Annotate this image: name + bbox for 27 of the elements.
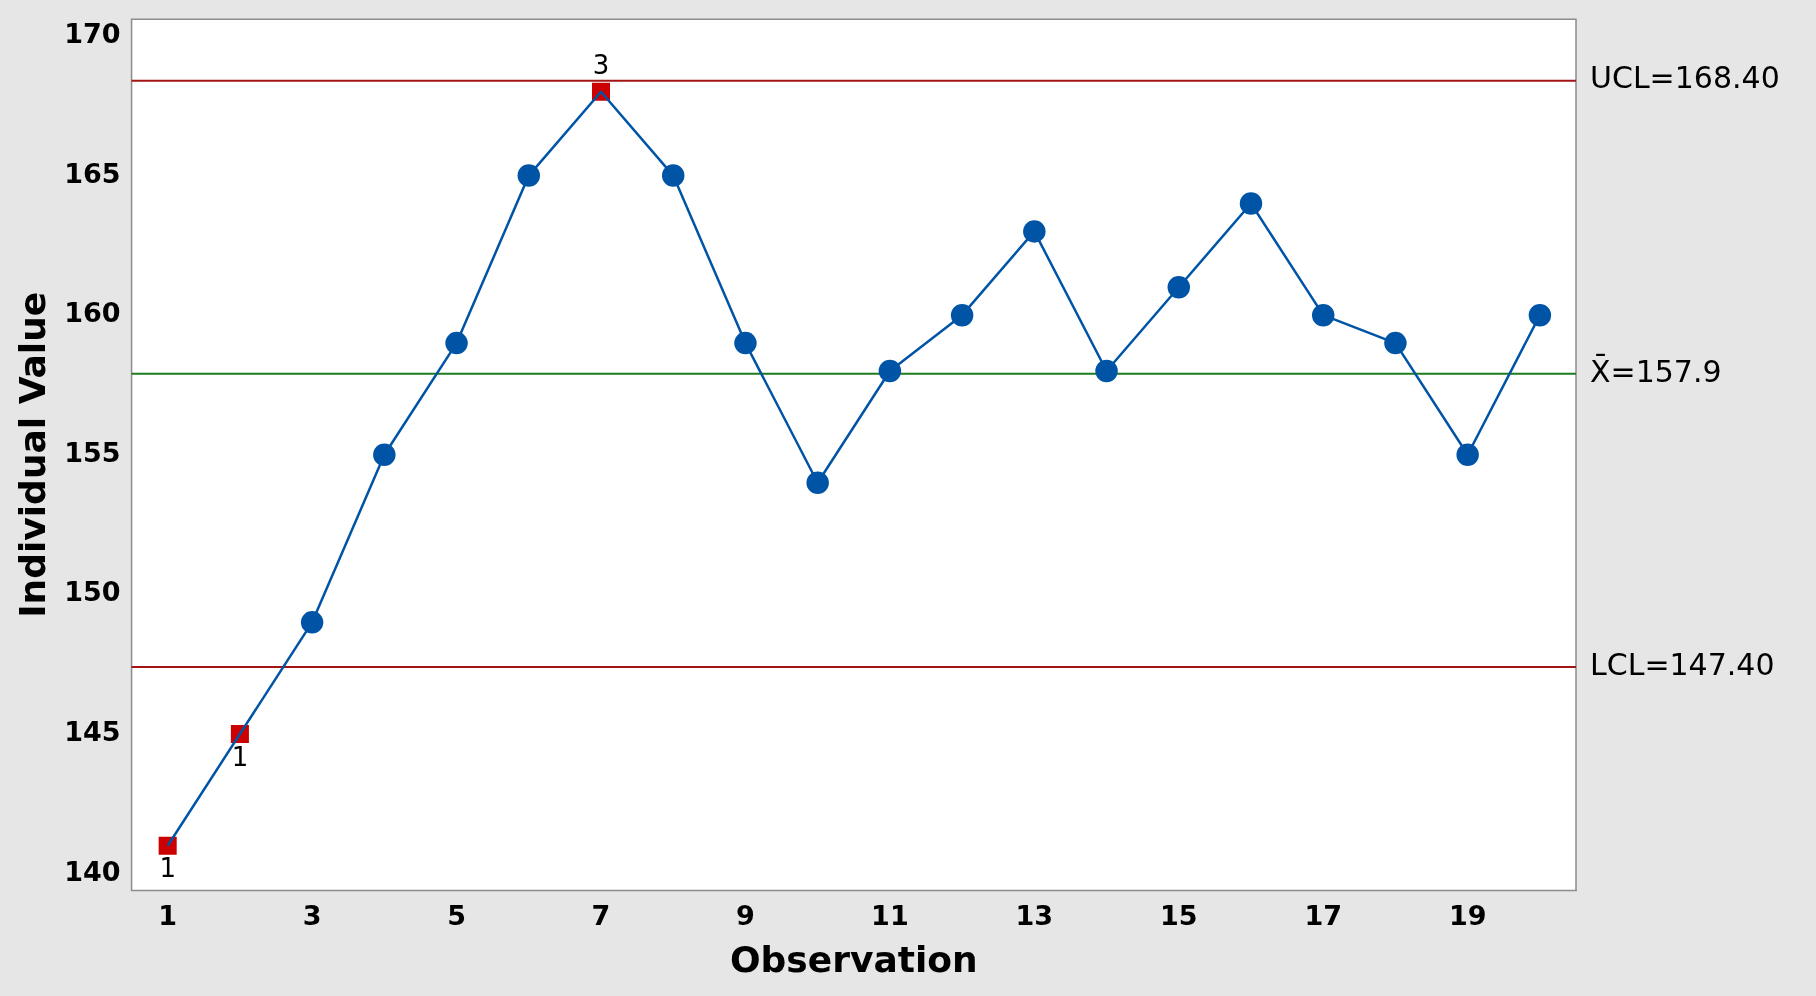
ref-line-label: X̄=157.9 (1590, 353, 1722, 389)
y-tick-label: 165 (64, 157, 121, 189)
y-tick-label: 155 (64, 436, 121, 468)
y-tick-label: 145 (64, 716, 121, 748)
annotation: 1 (231, 741, 249, 772)
x-tick-label: 5 (447, 899, 466, 931)
annotation: 1 (159, 853, 176, 884)
x-tick-label: 11 (871, 899, 909, 931)
y-tick-label: 160 (64, 297, 121, 329)
point (158, 836, 177, 855)
y-tick-label: 170 (64, 17, 121, 49)
ref-line-label: UCL=168.40 (1590, 60, 1780, 96)
x-axis-title: Observation (729, 938, 978, 980)
x-tick-label: 9 (736, 899, 755, 931)
y-tick-label: 140 (64, 855, 121, 887)
x-tick-label: 19 (1448, 899, 1487, 931)
x-tick-label: 13 (1015, 899, 1054, 931)
y-tick-label: 150 (64, 576, 121, 608)
point (1528, 303, 1552, 327)
ref-line-label: LCL=147.40 (1590, 646, 1775, 682)
y-axis-title: Individual Value (11, 291, 53, 618)
x-tick-label: 7 (591, 899, 611, 931)
x-tick-label: 15 (1159, 899, 1198, 931)
x-tick-label: 3 (302, 899, 322, 931)
x-tick-label: 1 (158, 899, 178, 931)
x-tick-label: 17 (1304, 899, 1343, 931)
annotation: 3 (592, 49, 610, 80)
